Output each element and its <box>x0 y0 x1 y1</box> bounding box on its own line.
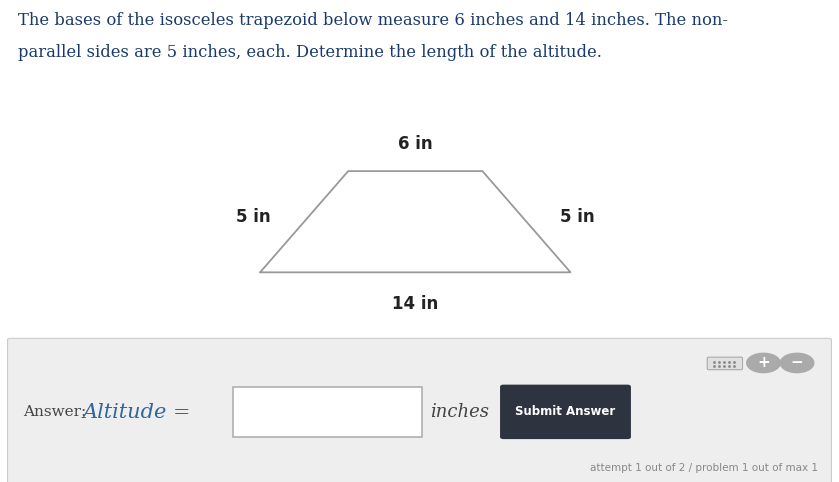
Text: −: − <box>790 355 804 371</box>
FancyBboxPatch shape <box>233 387 422 437</box>
Text: 14 in: 14 in <box>392 295 439 313</box>
FancyBboxPatch shape <box>500 385 631 439</box>
Text: 5 in: 5 in <box>236 208 270 226</box>
Text: Submit Answer: Submit Answer <box>515 405 616 418</box>
FancyBboxPatch shape <box>8 338 831 482</box>
Text: +: + <box>757 355 770 371</box>
Text: 6 in: 6 in <box>398 135 433 153</box>
Text: The bases of the isosceles trapezoid below measure 6 inches and 14 inches. The n: The bases of the isosceles trapezoid bel… <box>18 12 728 29</box>
Text: Altitude =: Altitude = <box>82 402 197 422</box>
Text: 5 in: 5 in <box>560 208 595 226</box>
Text: parallel sides are 5 inches, each. Determine the length of the altitude.: parallel sides are 5 inches, each. Deter… <box>18 44 602 61</box>
Text: Answer:: Answer: <box>23 405 91 419</box>
Circle shape <box>747 353 780 373</box>
Circle shape <box>780 353 814 373</box>
Text: inches: inches <box>430 403 489 421</box>
Text: attempt 1 out of 2 / problem 1 out of max 1: attempt 1 out of 2 / problem 1 out of ma… <box>590 463 818 473</box>
FancyBboxPatch shape <box>707 357 743 370</box>
